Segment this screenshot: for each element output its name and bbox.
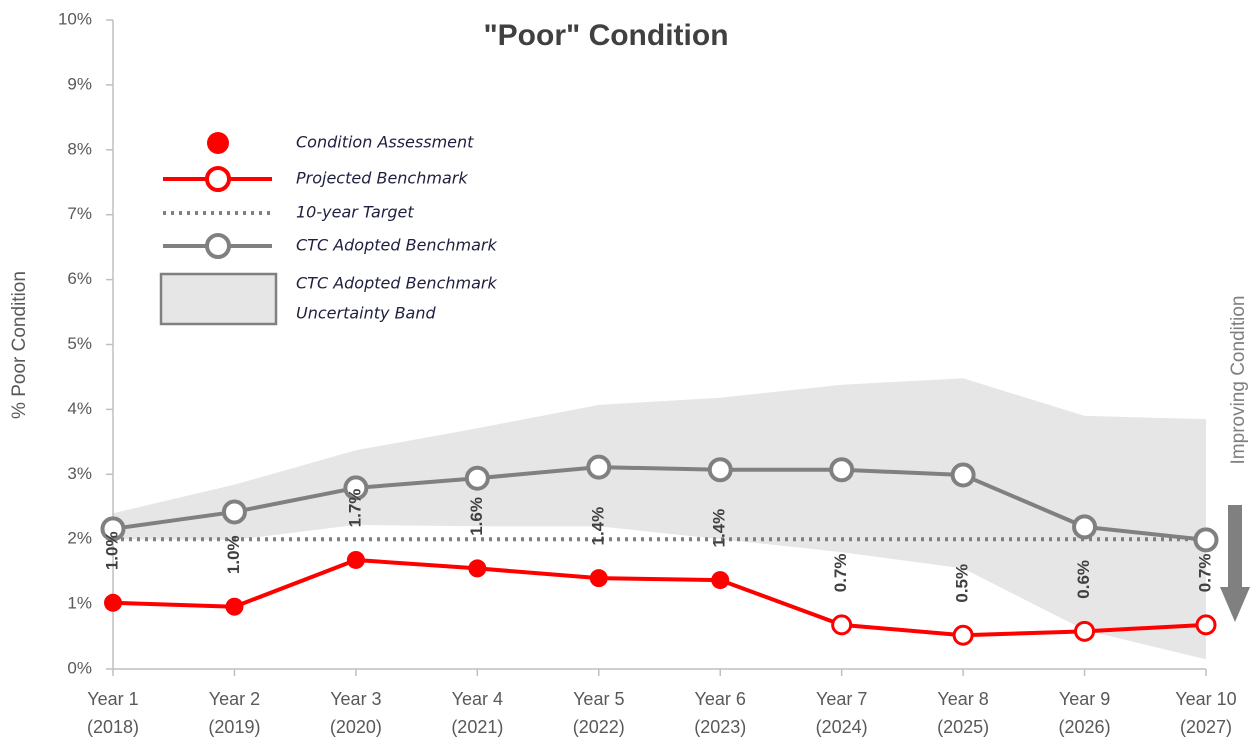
- data-label: 1.6%: [467, 497, 486, 536]
- x-tick-label: (2020): [330, 717, 382, 737]
- marker: [829, 457, 855, 483]
- marker: [104, 593, 122, 612]
- marker: [346, 550, 365, 569]
- y-tick-label: 4%: [67, 399, 92, 418]
- marker: [221, 499, 247, 525]
- legend-band: [159, 272, 278, 326]
- marker: [1195, 614, 1217, 636]
- data-label: 1.4%: [710, 509, 729, 548]
- marker: [464, 465, 490, 491]
- y-tick-label: 8%: [67, 139, 92, 158]
- legend-marker: [207, 132, 229, 154]
- marker: [468, 559, 487, 578]
- x-tick-label: Year 7: [816, 689, 867, 709]
- legend-label: CTC Adopted Benchmark: [296, 236, 497, 255]
- marker: [586, 454, 612, 480]
- data-label: 1.0%: [102, 531, 121, 570]
- annotation: Improving Condition: [1228, 296, 1249, 465]
- y-tick-label: 7%: [67, 204, 92, 223]
- legend-marker: [205, 166, 231, 192]
- x-tick-label: Year 9: [1059, 689, 1110, 709]
- legend-marker: [205, 233, 231, 259]
- data-label: 1.4%: [588, 507, 607, 546]
- y-tick-label: 5%: [67, 334, 92, 353]
- arrow-head: [1220, 587, 1250, 622]
- x-tick-label: Year 1: [87, 689, 138, 709]
- marker: [589, 569, 608, 588]
- y-tick-label: 1%: [67, 594, 92, 613]
- uncertainty-band: [113, 378, 1206, 660]
- y-tick-label: 2%: [67, 529, 92, 548]
- x-tick-label: Year 6: [695, 689, 746, 709]
- y-tick-label: 3%: [67, 464, 92, 483]
- series-line: [112, 557, 721, 609]
- y-tick-label: 6%: [67, 269, 92, 288]
- x-tick-label: (2021): [451, 717, 503, 737]
- x-tick-label: Year 4: [452, 689, 503, 709]
- legend-label: 10-year Target: [296, 203, 414, 222]
- marker: [1193, 527, 1219, 553]
- data-label: 1.0%: [224, 535, 243, 574]
- x-tick-label: (2027): [1180, 717, 1232, 737]
- legend-label: Uncertainty Band: [296, 304, 436, 323]
- x-tick-label: Year 2: [209, 689, 260, 709]
- series-line: [112, 465, 1207, 542]
- series-line: [841, 622, 1207, 638]
- arrow-shaft: [1228, 505, 1242, 587]
- x-tick-label: Year 10: [1175, 689, 1236, 709]
- y-axis-label: % Poor Condition: [9, 271, 30, 419]
- data-label: 0.7%: [831, 553, 850, 592]
- marker: [707, 457, 733, 483]
- marker: [952, 624, 974, 646]
- x-tick-label: (2018): [87, 717, 139, 737]
- marker: [343, 475, 369, 501]
- data-label: 0.7%: [1195, 553, 1214, 592]
- y-tick-label: 0%: [67, 658, 92, 677]
- marker: [100, 516, 126, 542]
- y-tick-label: 10%: [58, 9, 92, 28]
- x-tick-label: Year 5: [573, 689, 624, 709]
- marker: [225, 597, 244, 616]
- marker: [1074, 620, 1096, 642]
- x-tick-label: (2022): [573, 717, 625, 737]
- series-connector: [719, 578, 843, 627]
- data-label: 0.6%: [1074, 560, 1093, 599]
- x-tick-label: (2023): [694, 717, 746, 737]
- legend-label: CTC Adopted Benchmark: [296, 274, 497, 293]
- data-label: 0.5%: [953, 564, 972, 603]
- x-tick-label: (2026): [1059, 717, 1111, 737]
- y-tick-label: 9%: [67, 74, 92, 93]
- x-tick-label: Year 8: [937, 689, 988, 709]
- legend-label: Condition Assessment: [296, 133, 474, 152]
- marker: [711, 571, 730, 590]
- x-tick-label: (2019): [208, 717, 260, 737]
- marker: [831, 614, 853, 636]
- x-tick-label: Year 3: [330, 689, 381, 709]
- x-tick-label: (2024): [816, 717, 868, 737]
- marker: [1072, 514, 1098, 540]
- data-label: 1.7%: [345, 489, 364, 528]
- legend-label: Projected Benchmark: [296, 169, 468, 188]
- x-tick-label: (2025): [937, 717, 989, 737]
- marker: [950, 462, 976, 488]
- chart-title: "Poor" Condition: [483, 19, 728, 52]
